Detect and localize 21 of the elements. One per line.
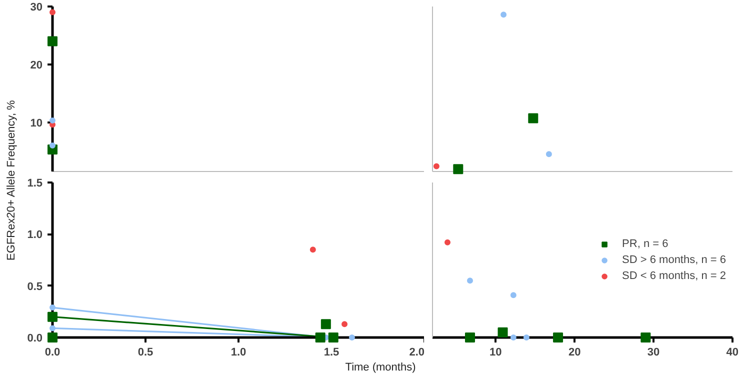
x-tick-label: 30 — [647, 346, 660, 358]
y-tick-label: 1.0 — [27, 229, 43, 242]
legend-label: SD < 6 months, n = 2 — [622, 270, 726, 282]
x-tick-label: 1.0 — [230, 346, 246, 358]
x-axis-title: Time (months) — [345, 362, 416, 374]
legend-label: PR, n = 6 — [622, 238, 668, 250]
y-tick-label: 1.5 — [27, 178, 43, 190]
x-tick-label: 10 — [490, 346, 502, 358]
x-tick-label: 0.0 — [44, 346, 60, 358]
x-tick-label: 0.5 — [138, 346, 154, 358]
y-tick-label: 0.0 — [27, 332, 43, 344]
x-tick-label: 1.5 — [324, 346, 340, 358]
y-tick-label: 20 — [30, 59, 43, 72]
legend-label: SD > 6 months, n = 6 — [622, 254, 726, 266]
y-tick-label: 0.5 — [27, 280, 43, 293]
x-tick-label: 20 — [568, 346, 581, 358]
y-tick-label: 10 — [30, 117, 43, 130]
x-tick-label: 2.0 — [409, 346, 425, 358]
y-axis-title: EGFRex20+ Allele Frequency, % — [6, 100, 18, 260]
x-tick-label: 40 — [726, 346, 739, 358]
y-tick-label: 30 — [30, 2, 43, 14]
